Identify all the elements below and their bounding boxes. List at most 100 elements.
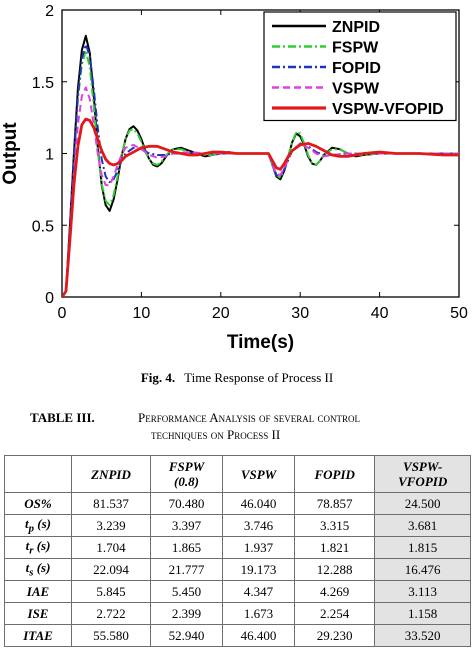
- series-line-vspw: [62, 86, 459, 297]
- table-label: TABLE III.: [30, 410, 95, 425]
- header-text-line2: (0.8): [174, 474, 199, 489]
- table-row: tr (s) 1.704 1.865 1.937 1.821 1.815: [4, 536, 471, 559]
- y-axis-label: Output: [0, 122, 21, 185]
- table-cell: 16.476: [374, 558, 471, 581]
- table-cell: 1.937: [222, 536, 296, 559]
- table-cell: 4.347: [222, 580, 296, 603]
- table-cell: 1.865: [150, 536, 224, 559]
- table-cell: 3.397: [150, 514, 224, 537]
- table-cell: 21.777: [150, 558, 224, 581]
- table-header-blank: [4, 455, 72, 493]
- table-header-cell: FOPID: [294, 455, 376, 493]
- table-title-line1: Performance Analysis of several control: [138, 410, 361, 425]
- table-row: tp (s) 3.239 3.397 3.746 3.315 3.681: [4, 514, 471, 537]
- row-label-unit: (s): [33, 560, 51, 576]
- table-cell: 3.681: [374, 514, 471, 537]
- row-label-subscript: r: [29, 544, 34, 557]
- row-label: tp (s): [4, 514, 72, 537]
- table-cell: 4.269: [294, 580, 376, 603]
- table-cell: 3.746: [222, 514, 296, 537]
- table-cell: 3.113: [374, 580, 471, 603]
- header-text: ZNPID: [91, 466, 131, 482]
- table-cell: 1.821: [294, 536, 376, 559]
- table-title-line2: techniques on Process II: [151, 427, 281, 442]
- series-line-znpid: [62, 34, 459, 297]
- table-cell: 2.722: [70, 602, 152, 625]
- row-label-main: OS%: [24, 495, 52, 511]
- x-tick-label: 0: [58, 305, 67, 322]
- figure-caption: Fig. 4. Time Response of Process II: [0, 370, 474, 386]
- table-cell: 52.940: [150, 624, 224, 647]
- table-cell: 5.450: [150, 580, 224, 603]
- table-cell: 2.254: [294, 602, 376, 625]
- chart-svg: 0 10 20 30 40 50 0 0.5 1 1.5 2 Time(s) Output ZNPID FS…: [0, 3, 468, 353]
- table-cell: 12.288: [294, 558, 376, 581]
- row-label-main: t: [25, 538, 30, 554]
- legend-label: FSPW: [332, 40, 379, 57]
- x-tick-label: 40: [371, 305, 389, 322]
- legend-label: VSPW: [332, 81, 380, 98]
- table-header-cell: VSPW- VFOPID: [374, 455, 471, 493]
- row-label: ITAE: [4, 624, 72, 647]
- row-label: OS%: [4, 492, 72, 515]
- table-header-cell: FSPW (0.8): [150, 455, 224, 493]
- x-axis-label: Time(s): [227, 332, 294, 353]
- table-row: ITAE 55.580 52.940 46.400 29.230 33.520: [4, 624, 471, 647]
- series-line-vspw-vfopid: [62, 117, 459, 297]
- table-cell: 2.399: [150, 602, 224, 625]
- x-tick-label: 30: [291, 305, 309, 322]
- header-text: VSPW: [240, 466, 277, 482]
- row-label: tr (s): [4, 536, 72, 559]
- header-text-line2: VFOPID: [398, 474, 448, 489]
- table-row: ISE 2.722 2.399 1.673 2.254 1.158: [4, 602, 471, 625]
- table-row: OS% 81.537 70.480 46.040 78.857 24.500: [4, 492, 471, 515]
- row-label-unit: (s): [34, 516, 51, 532]
- row-label-subscript: s: [29, 566, 34, 579]
- table-cell: 70.480: [150, 492, 224, 515]
- row-label: ISE: [4, 602, 72, 625]
- row-label: ts (s): [4, 558, 72, 581]
- table-cell: 81.537: [70, 492, 152, 515]
- table-caption: TABLE III. Performance Analysis of severa…: [30, 410, 460, 443]
- y-tick-label: 0: [45, 290, 54, 307]
- table-header-row: ZNPID FSPW (0.8) VSPW FOPID VSPW- VFOPID: [4, 455, 471, 493]
- time-response-chart: 0 10 20 30 40 50 0 0.5 1 1.5 2 Time(s) Output ZNPID FS…: [0, 3, 468, 353]
- y-tick-label: 1.5: [32, 75, 54, 92]
- performance-table: ZNPID FSPW (0.8) VSPW FOPID VSPW- VFOPID OS% 81…: [4, 455, 471, 647]
- figure-caption-text: Time Response of Process II: [184, 370, 334, 385]
- table-cell: 55.580: [70, 624, 152, 647]
- row-label-main: t: [25, 560, 30, 576]
- x-tick-label: 10: [133, 305, 151, 322]
- row-label: IAE: [4, 580, 72, 603]
- table-cell: 1.704: [70, 536, 152, 559]
- header-text: FOPID: [314, 466, 355, 482]
- y-tick-label: 2: [45, 3, 54, 20]
- table-row: IAE 5.845 5.450 4.347 4.269 3.113: [4, 580, 471, 603]
- table-cell: 3.315: [294, 514, 376, 537]
- row-label-main: t: [24, 516, 29, 532]
- row-label-unit: (s): [33, 538, 51, 554]
- table-cell: 24.500: [374, 492, 471, 515]
- row-label-main: ITAE: [23, 627, 53, 643]
- series-line-fspw: [62, 49, 459, 297]
- table-cell: 3.239: [70, 514, 152, 537]
- table-row: ts (s) 22.094 21.777 19.173 12.288 16.476: [4, 558, 471, 581]
- table-cell: 33.520: [374, 624, 471, 647]
- table-cell: 78.857: [294, 492, 376, 515]
- figure-label: Fig. 4.: [140, 370, 176, 385]
- header-text: FSPW: [168, 459, 205, 474]
- legend-label: VSPW-VFOPID: [332, 101, 444, 118]
- performance-table-body: OS% 81.537 70.480 46.040 78.857 24.500 tp (s) 3…: [4, 492, 471, 647]
- table-cell: 29.230: [294, 624, 376, 647]
- table-cell: 46.040: [222, 492, 296, 515]
- table-cell: 5.845: [70, 580, 152, 603]
- table-cell: 1.158: [374, 602, 471, 625]
- performance-table-header: ZNPID FSPW (0.8) VSPW FOPID VSPW- VFOPID: [4, 455, 471, 493]
- header-text: VSPW-: [403, 459, 443, 474]
- x-tick-label: 50: [450, 305, 468, 322]
- table-cell: 1.815: [374, 536, 471, 559]
- table-header-cell: VSPW: [222, 455, 296, 493]
- y-tick-label: 1: [45, 147, 54, 164]
- legend-label: ZNPID: [332, 19, 380, 36]
- row-label-subscript: p: [28, 522, 35, 535]
